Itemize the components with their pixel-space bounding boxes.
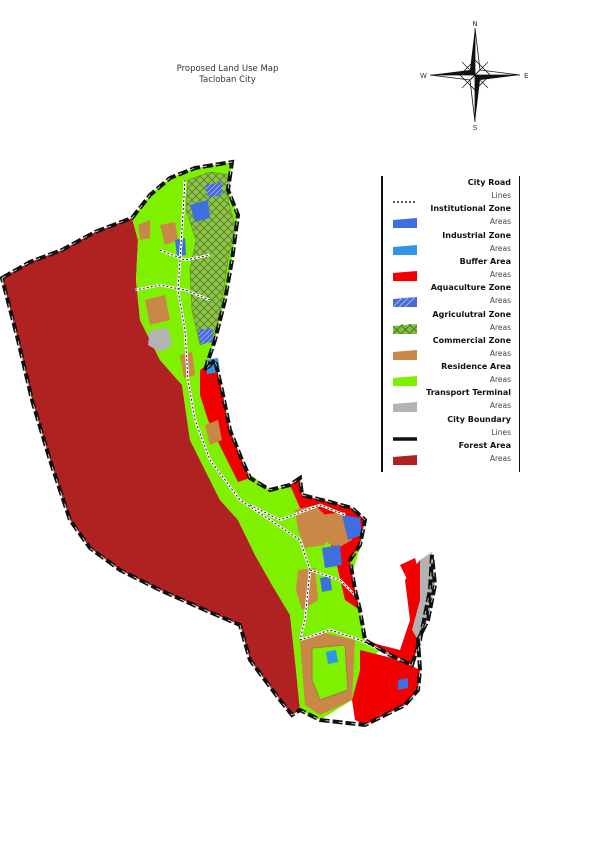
aquaculture-zone-1 [205, 182, 222, 198]
commercial-zone-1 [160, 222, 178, 245]
compass-s-label: S [473, 124, 478, 130]
aquaculture-zone-2 [198, 328, 214, 344]
legend-item-name: Institutional Zone [430, 204, 511, 214]
legend-item-name: Buffer Area [459, 256, 511, 266]
legend-item-kind: Areas [489, 322, 511, 332]
commercial-zone-9 [138, 220, 150, 240]
compass-e-label: E [524, 72, 528, 80]
legend-item-name: Residence Area [441, 362, 511, 372]
legend-item-kind: Areas [489, 217, 511, 227]
institutional-zone-4 [342, 515, 362, 540]
legend-item: Forest Area Areas [383, 441, 519, 467]
legend-symbol [393, 376, 417, 387]
map-legend: City Road Lines Institutional Zone Areas Ind… [381, 176, 520, 472]
legend-item-kind: Areas [489, 348, 511, 358]
transport-terminal-north [148, 328, 172, 352]
institutional-zone-1 [190, 200, 210, 222]
legend-item-name: City Road [467, 178, 511, 187]
compass-w-label: W [420, 72, 427, 80]
legend-item: Industrial Zone Areas [383, 231, 519, 257]
map-title-line2: Tacloban City [199, 75, 256, 85]
legend-symbol [393, 201, 417, 203]
legend-item: Agriculutral Zone Areas [383, 310, 519, 336]
legend-item: Institutional Zone Areas [383, 204, 519, 230]
legend-item: City Boundary Lines [383, 415, 519, 441]
legend-item: Aquaculture Zone Areas [383, 283, 519, 309]
legend-item-kind: Lines [491, 191, 511, 200]
map-title: Proposed Land Use Map Tacloban City [150, 64, 305, 86]
legend-symbol [393, 323, 417, 334]
commercial-zone-2 [145, 295, 170, 325]
legend-item-kind: Areas [489, 269, 511, 279]
buffer-area-southeast [352, 650, 420, 725]
legend-item-kind: Areas [489, 401, 511, 411]
legend-symbol [393, 270, 417, 281]
legend-item-kind: Areas [489, 454, 511, 463]
legend-item-kind: Areas [489, 243, 511, 253]
buffer-area-islet [400, 558, 420, 585]
legend-item: Transport Terminal Areas [383, 388, 519, 414]
legend-symbol [393, 402, 417, 413]
legend-item: Buffer Area Areas [383, 257, 519, 283]
legend-item-name: Forest Area [458, 441, 511, 450]
residence-parcel [311, 644, 349, 701]
legend-item-name: Industrial Zone [442, 230, 511, 240]
legend-item-name: Commercial Zone [432, 335, 511, 345]
forest-area [2, 218, 300, 715]
legend-item-name: City Boundary [447, 414, 511, 424]
industrial-zone-2 [326, 650, 338, 664]
legend-symbol [393, 455, 417, 465]
institutional-zone-6 [398, 678, 408, 690]
map-title-line1: Proposed Land Use Map [176, 64, 279, 74]
legend-item-kind: Areas [489, 375, 511, 385]
compass-rose-icon: N S E W [420, 20, 528, 130]
legend-item-kind: Lines [491, 427, 511, 437]
legend-item-name: Aquaculture Zone [430, 283, 511, 293]
institutional-zone-3 [322, 545, 342, 568]
legend-item: Commercial Zone Areas [383, 336, 519, 362]
legend-item-kind: Areas [489, 296, 511, 306]
commercial-zone-8 [205, 420, 222, 445]
legend-item: Residence Area Areas [383, 362, 519, 388]
legend-symbol [393, 436, 417, 441]
legend-item: City Road Lines [383, 178, 519, 204]
legend-item-name: Transport Terminal [426, 388, 511, 398]
institutional-zone-5 [320, 576, 332, 592]
compass-n-label: N [472, 20, 477, 28]
legend-symbol [393, 244, 417, 255]
buffer-area-south [365, 555, 432, 665]
legend-symbol [393, 349, 417, 360]
legend-symbol [393, 218, 417, 229]
legend-item-name: Agriculutral Zone [432, 309, 511, 319]
legend-symbol [393, 297, 417, 308]
